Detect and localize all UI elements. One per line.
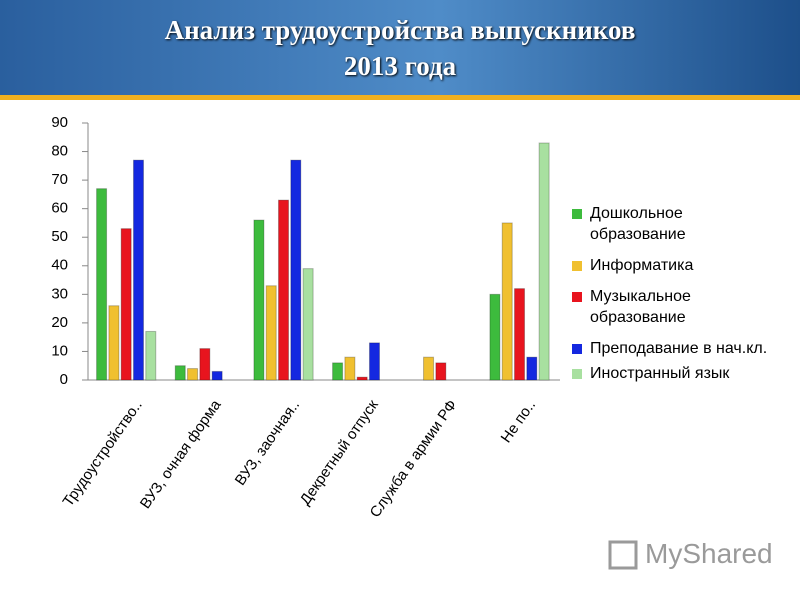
legend-item: Преподавание в нач.кл. [572,338,772,359]
legend-swatch [572,344,582,354]
y-tick-label: 10 [51,342,68,359]
bar [435,362,447,381]
bar [132,159,144,381]
header-stripe [0,95,800,100]
x-tick-label: Не по.. [498,397,540,446]
bar [145,330,157,381]
y-tick-label: 80 [51,143,68,160]
bar [514,288,526,381]
x-tick-label: Трудоустройство.. [60,397,146,510]
bar [332,362,344,381]
legend-item: Музыкальное образование [572,286,772,328]
bar [278,199,290,381]
bar [174,365,186,381]
y-tick-label: 30 [51,285,68,302]
bar [489,293,501,381]
bar [368,342,380,381]
bar [120,228,132,381]
legend-item: Иностранный язык [572,363,772,384]
legend-item: Информатика [572,255,772,276]
bar [108,305,120,381]
bar [526,356,538,381]
legend-swatch [572,292,582,302]
watermark-icon [608,540,638,570]
y-tick-label: 60 [51,200,68,217]
x-tick-label: Служба в армии РФ [367,397,461,521]
legend-item: Дошкольное образование [572,203,772,245]
legend: Дошкольное образование Информатика Музыкал… [572,203,772,384]
x-tick-label: Декретный отпуск [297,396,382,508]
x-tick-label: ВУЗ, заочная.. [232,397,303,489]
header-banner [0,0,800,95]
legend-swatch [572,261,582,271]
bar [253,219,265,381]
bar [290,159,302,381]
chart-title: Анализ трудоустройства выпускников 2013 … [164,15,636,81]
legend-swatch [572,369,582,379]
y-tick-label: 70 [51,171,68,188]
legend-label: Преподавание в нач.кл. [590,340,768,357]
bar [187,368,199,381]
bar [199,348,211,381]
y-tick-label: 50 [51,228,68,245]
legend-swatch [572,209,582,219]
bar [423,356,435,381]
bar [302,268,314,381]
legend-label: Иностранный язык [590,365,730,382]
bar [356,376,368,381]
legend-label: Дошкольное образование [590,205,686,243]
bar [96,188,108,381]
bar [265,285,277,381]
bar [344,356,356,381]
bar [501,222,513,381]
legend-label: Информатика [590,257,694,274]
legend-label: Музыкальное образование [590,288,691,326]
watermark: MyShared [645,538,773,569]
y-tick-label: 0 [60,371,68,388]
bar [211,370,223,381]
y-tick-label: 40 [51,257,68,274]
y-tick-label: 90 [51,114,68,131]
x-tick-label: ВУЗ, очная форма [137,396,225,512]
y-tick-label: 20 [51,314,68,331]
bar [538,142,550,381]
